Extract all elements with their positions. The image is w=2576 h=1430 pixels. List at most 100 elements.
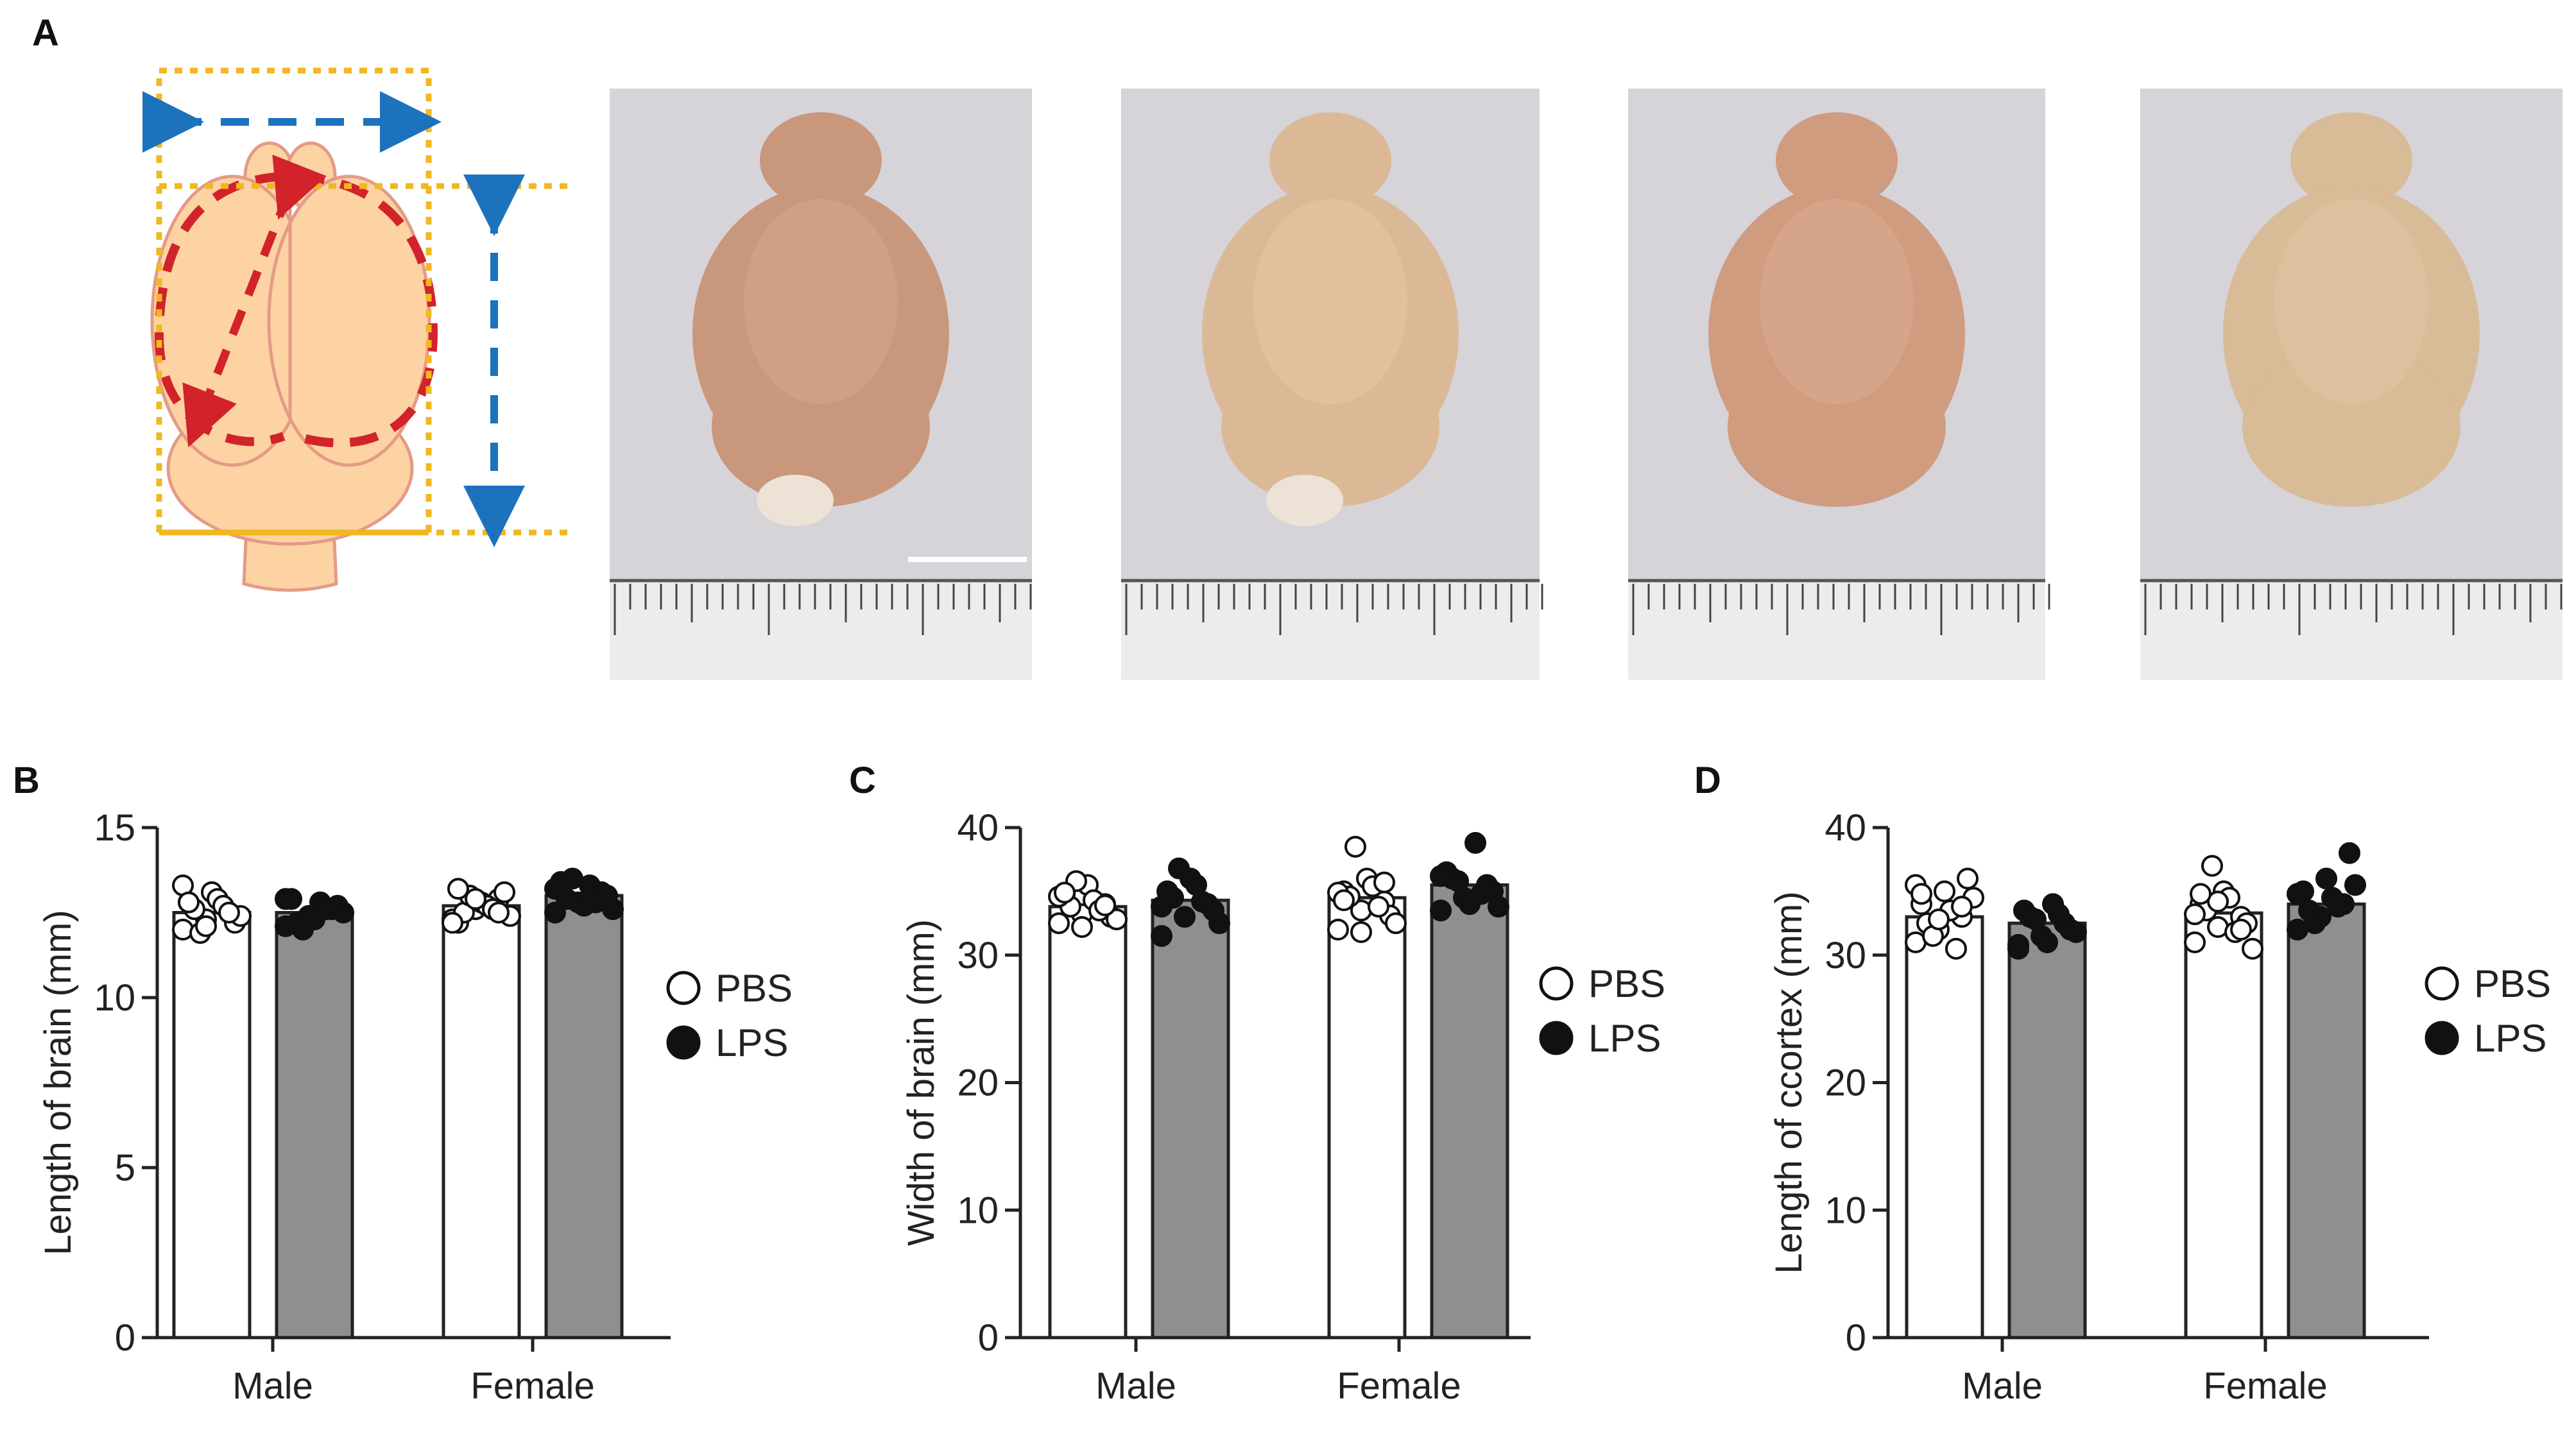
y-tick-label: 15 bbox=[94, 807, 135, 849]
point-lps bbox=[1208, 912, 1230, 935]
point-pbs bbox=[218, 901, 240, 924]
bar-pbs-female bbox=[1327, 896, 1407, 1340]
bar-lps-female bbox=[544, 894, 624, 1340]
y-axis-label: Width of brain (mm) bbox=[900, 919, 942, 1246]
legend-marker-pbs bbox=[1539, 966, 1574, 1001]
x-tick-label: Female bbox=[1337, 1365, 1461, 1407]
point-lps bbox=[1464, 831, 1486, 854]
point-lps bbox=[2048, 903, 2070, 926]
point-lps bbox=[315, 898, 337, 921]
point-pbs bbox=[1385, 912, 1407, 935]
point-pbs bbox=[1350, 921, 1372, 943]
x-tick-label: Male bbox=[232, 1365, 313, 1407]
bar-pbs-male bbox=[172, 911, 252, 1340]
point-pbs bbox=[1951, 896, 1973, 918]
point-pbs bbox=[2184, 903, 2206, 926]
point-lps bbox=[1168, 857, 1190, 880]
bar-pbs-male bbox=[1905, 915, 1984, 1340]
legend-marker-pbs bbox=[2425, 966, 2459, 1001]
ruler-3 bbox=[1628, 579, 2050, 680]
point-pbs bbox=[442, 912, 463, 934]
point-lps bbox=[1191, 890, 1213, 913]
panel-label-a: A bbox=[32, 12, 59, 54]
ruler-2 bbox=[1121, 579, 1543, 680]
point-pbs bbox=[1094, 894, 1116, 917]
bar-lps-female bbox=[2287, 902, 2366, 1340]
point-pbs bbox=[1333, 889, 1355, 912]
point-lps bbox=[2344, 874, 2366, 896]
point-pbs bbox=[447, 878, 469, 900]
x-tick-label: Female bbox=[470, 1365, 594, 1407]
point-pbs bbox=[172, 919, 194, 941]
point-pbs bbox=[2230, 919, 2252, 941]
bar-pbs-female bbox=[2184, 911, 2263, 1340]
legend-label-pbs: PBS bbox=[2474, 962, 2551, 1005]
point-lps bbox=[275, 888, 296, 910]
y-tick-label: 10 bbox=[1825, 1189, 1866, 1231]
y-tick-label: 10 bbox=[957, 1189, 999, 1231]
point-lps bbox=[1430, 899, 1452, 922]
point-pbs bbox=[1368, 896, 1389, 918]
point-pbs bbox=[1373, 871, 1395, 894]
brain-schematic bbox=[142, 67, 568, 592]
chart-c: 0 10 20 30 40 Width of brain (mm) Male Female PB… bbox=[900, 807, 1665, 1407]
point-lps bbox=[2036, 931, 2058, 953]
legend-label-pbs: PBS bbox=[716, 967, 793, 1010]
point-pbs bbox=[195, 915, 217, 937]
panel-label-c: C bbox=[849, 760, 876, 801]
y-tick-label: 30 bbox=[957, 935, 999, 976]
point-lps bbox=[544, 878, 566, 900]
legend-marker-lps bbox=[2425, 1021, 2459, 1055]
y-axis-label: Length of brain (mm) bbox=[37, 910, 79, 1255]
point-pbs bbox=[2201, 855, 2223, 877]
x-tick-label: Male bbox=[1962, 1365, 2043, 1407]
y-tick-label: 0 bbox=[115, 1317, 135, 1359]
ruler-4 bbox=[2140, 579, 2563, 680]
point-pbs bbox=[465, 888, 486, 910]
point-pbs bbox=[1344, 835, 1366, 858]
measurement-box bbox=[156, 67, 432, 536]
point-pbs bbox=[2242, 937, 2263, 960]
point-lps bbox=[292, 919, 314, 941]
y-tick-label: 0 bbox=[978, 1317, 999, 1359]
brain-specimen-1 bbox=[692, 112, 949, 526]
point-lps bbox=[2287, 883, 2308, 905]
point-lps bbox=[1151, 896, 1172, 918]
bar-pbs-male bbox=[1048, 905, 1128, 1340]
panel-label-d: D bbox=[1694, 760, 1721, 801]
brain-specimen-2 bbox=[1202, 112, 1459, 526]
point-lps bbox=[2327, 896, 2349, 918]
bar-lps-female bbox=[1430, 883, 1509, 1340]
legend-marker-pbs bbox=[666, 971, 701, 1005]
y-axis-label: Length of ccortex (mm) bbox=[1768, 891, 1810, 1273]
point-lps bbox=[585, 891, 606, 914]
point-lps bbox=[562, 867, 583, 890]
y-tick-label: 40 bbox=[1825, 807, 1866, 849]
point-pbs bbox=[1048, 912, 1070, 935]
point-pbs bbox=[1911, 883, 1932, 905]
y-tick-label: 10 bbox=[94, 977, 135, 1019]
bar-pbs-female bbox=[442, 904, 521, 1340]
point-lps bbox=[2065, 921, 2087, 943]
point-lps bbox=[2025, 908, 2047, 931]
legend-label-lps: LPS bbox=[1588, 1017, 1661, 1060]
chart-d: 0 10 20 30 40 Length of ccortex (mm) Male Femal… bbox=[1768, 807, 2551, 1407]
point-pbs bbox=[494, 881, 515, 903]
bar-lps-male bbox=[275, 911, 354, 1340]
point-pbs bbox=[178, 891, 200, 914]
point-lps bbox=[332, 901, 354, 924]
point-pbs bbox=[1071, 916, 1093, 939]
brain-specimen-4 bbox=[2223, 112, 2480, 507]
x-tick-label: Female bbox=[2203, 1365, 2327, 1407]
legend-label-lps: LPS bbox=[2474, 1017, 2546, 1060]
point-pbs bbox=[2190, 883, 2211, 905]
point-lps bbox=[1470, 883, 1492, 905]
point-lps bbox=[1488, 896, 1509, 918]
point-pbs bbox=[1106, 908, 1128, 931]
point-pbs bbox=[1957, 867, 1979, 890]
y-tick-label: 30 bbox=[1825, 935, 1866, 976]
point-lps bbox=[2315, 867, 2337, 890]
point-lps bbox=[1151, 924, 1172, 947]
bar-lps-male bbox=[1151, 898, 1230, 1340]
point-pbs bbox=[1934, 880, 1955, 903]
